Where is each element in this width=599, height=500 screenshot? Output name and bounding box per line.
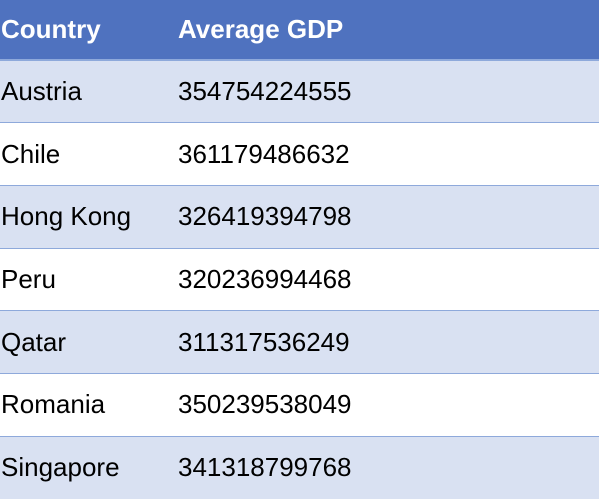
country-cell: Qatar [0, 310, 177, 374]
table-row: Singapore 341318799768 [0, 436, 599, 499]
average-gdp-cell: 326419394798 [177, 185, 599, 249]
country-cell: Peru [0, 248, 177, 312]
table-row: Qatar 311317536249 [0, 310, 599, 374]
table-row: Romania 350239538049 [0, 373, 599, 437]
table-row: Hong Kong 326419394798 [0, 185, 599, 249]
average-gdp-cell: 311317536249 [177, 310, 599, 374]
average-gdp-cell: 350239538049 [177, 373, 599, 437]
table-row: Chile 361179486632 [0, 122, 599, 186]
average-gdp-cell: 354754224555 [177, 60, 599, 124]
country-cell: Singapore [0, 436, 177, 499]
average-gdp-cell: 320236994468 [177, 248, 599, 312]
country-cell: Austria [0, 60, 177, 124]
table-row: Peru 320236994468 [0, 248, 599, 312]
header-row: Country Average GDP [0, 0, 599, 61]
country-cell: Chile [0, 122, 177, 186]
country-cell: Hong Kong [0, 185, 177, 249]
table-body: Austria 354754224555 Chile 361179486632 Hong… [0, 60, 599, 499]
table-row: Austria 354754224555 [0, 60, 599, 124]
column-header-country: Country [0, 0, 177, 61]
country-cell: Romania [0, 373, 177, 437]
average-gdp-cell: 361179486632 [177, 122, 599, 186]
average-gdp-cell: 341318799768 [177, 436, 599, 499]
column-header-average-gdp: Average GDP [177, 0, 599, 61]
table-header: Country Average GDP [0, 0, 599, 61]
